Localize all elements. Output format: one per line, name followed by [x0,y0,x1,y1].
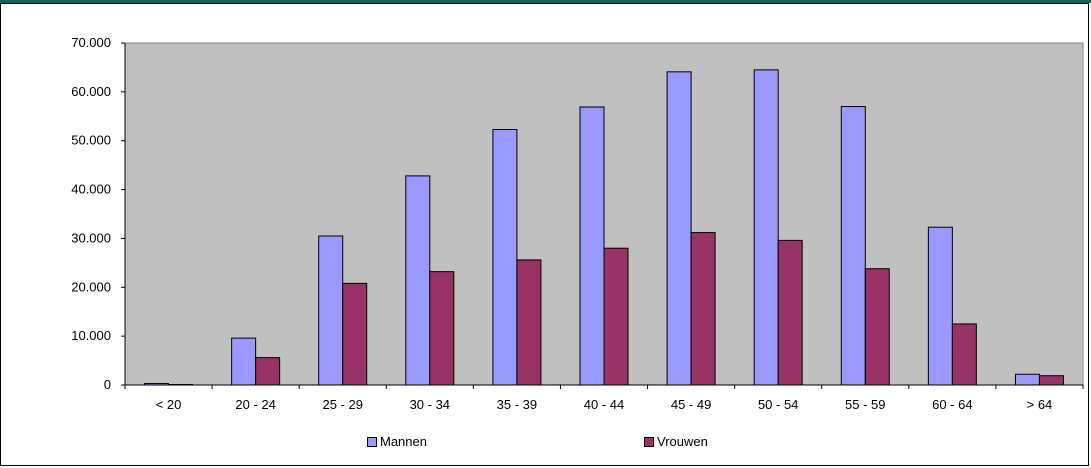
bar-vrouwen [951,323,977,386]
x-tick-label: 55 - 59 [845,397,885,412]
bar-vrouwen [864,268,890,386]
x-tick-label: > 64 [1027,397,1053,412]
x-tick-label: 20 - 24 [235,397,275,412]
x-tick-label: 30 - 34 [410,397,450,412]
top-border-strip [0,0,1091,3]
bar-mannen [231,337,257,386]
x-tick-label: 25 - 29 [322,397,362,412]
legend-label-mannen: Mannen [380,434,427,449]
bar-vrouwen [342,282,368,386]
x-tick-label: 45 - 49 [671,397,711,412]
legend-swatch-vrouwen [644,436,654,447]
bar-chart: 0 10.000 20.000 30.000 40.000 50.000 60.000 70.… [71,35,1084,412]
y-tick-label: 20.000 [71,279,111,294]
x-tick-label: 60 - 64 [932,397,972,412]
legend-item-mannen: Mannen [367,434,427,449]
bar-mannen [579,106,605,386]
y-tick-label: 10.000 [71,328,111,343]
bar-mannen [318,235,344,386]
bar-mannen [753,69,779,386]
bar-vrouwen [1038,375,1064,386]
bar-vrouwen [516,259,542,386]
y-tick-label: 30.000 [71,230,111,245]
bar-mannen [840,106,866,386]
x-tick-label: 40 - 44 [584,397,624,412]
bar-mannen [666,71,692,386]
y-tick-label: 50.000 [71,133,111,148]
bar-vrouwen [429,271,455,386]
legend-item-vrouwen: Vrouwen [644,434,708,449]
bar-vrouwen [255,357,281,386]
y-tick-label: 40.000 [71,182,111,197]
y-tick-label: 60.000 [71,84,111,99]
bar-vrouwen [777,239,803,386]
bar-mannen [927,226,953,386]
y-tick-label: 0 [104,377,111,392]
y-tick-label: 70.000 [71,35,111,50]
legend-label-vrouwen: Vrouwen [657,434,708,449]
bar-vrouwen [690,232,716,386]
bar-mannen [405,175,431,386]
bar-vrouwen [603,247,629,386]
bar-mannen [144,383,170,386]
x-tick-label: 50 - 54 [758,397,798,412]
x-tick-label: < 20 [156,397,182,412]
bar-mannen [1014,373,1040,386]
bar-mannen [492,128,518,386]
legend-swatch-mannen [367,436,377,447]
chart-frame: 0 10.000 20.000 30.000 40.000 50.000 60.000 70.… [0,3,1089,466]
x-tick-label: 35 - 39 [497,397,537,412]
